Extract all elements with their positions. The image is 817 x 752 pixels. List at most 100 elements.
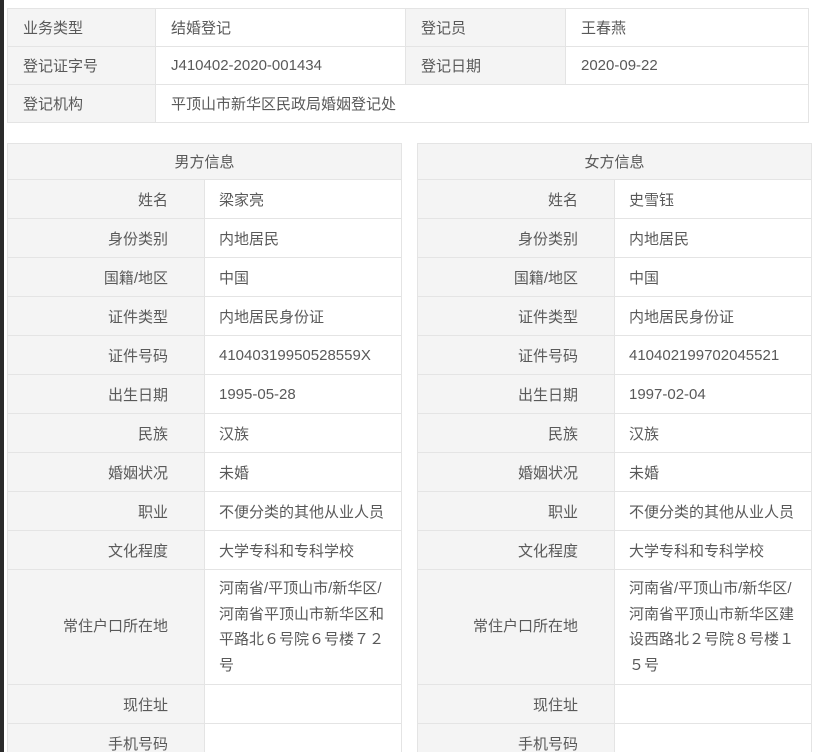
table-row: 证件类型 内地居民身份证 [417, 296, 812, 336]
birth-date-value: 1995-05-28 [204, 374, 402, 414]
table-row: 常住户口所在地 河南省/平顶山市/新华区/河南省平顶山市新华区和平路北６号院６号… [7, 569, 402, 685]
mobile-number-value [204, 723, 402, 752]
table-row: 身份类别 内地居民 [417, 218, 812, 258]
household-address-label: 常住户口所在地 [7, 569, 205, 685]
table-row: 民族 汉族 [7, 413, 402, 453]
table-row: 常住户口所在地 河南省/平顶山市/新华区/河南省平顶山市新华区建设西路北２号院８… [417, 569, 812, 685]
ethnicity-label: 民族 [417, 413, 615, 453]
occupation-label: 职业 [7, 491, 205, 531]
birth-date-value: 1997-02-04 [614, 374, 812, 414]
table-row: 出生日期 1995-05-28 [7, 374, 402, 414]
registration-date-value: 2020-09-22 [565, 46, 809, 85]
registration-office-label: 登记机构 [7, 84, 156, 123]
household-address-value: 河南省/平顶山市/新华区/河南省平顶山市新华区和平路北６号院６号楼７２号 [204, 569, 402, 685]
current-address-label: 现住址 [7, 684, 205, 724]
identity-category-label: 身份类别 [417, 218, 615, 258]
window-left-edge [0, 0, 4, 752]
table-header-row: 女方信息 [417, 143, 812, 180]
id-type-label: 证件类型 [417, 296, 615, 336]
table-row: 姓名 梁家亮 [7, 179, 402, 219]
table-row: 证件号码 41040319950528559X [7, 335, 402, 375]
table-row: 文化程度 大学专科和专科学校 [7, 530, 402, 570]
ethnicity-value: 汉族 [614, 413, 812, 453]
birth-date-label: 出生日期 [417, 374, 615, 414]
table-row: 职业 不便分类的其他从业人员 [417, 491, 812, 531]
male-info-title: 男方信息 [7, 143, 402, 180]
name-label: 姓名 [417, 179, 615, 219]
marital-status-value: 未婚 [614, 452, 812, 492]
table-row: 证件号码 410402199702045521 [417, 335, 812, 375]
table-row: 现住址 [417, 684, 812, 724]
name-label: 姓名 [7, 179, 205, 219]
marital-status-label: 婚姻状况 [417, 452, 615, 492]
table-row: 手机号码 [417, 723, 812, 752]
table-row: 身份类别 内地居民 [7, 218, 402, 258]
birth-date-label: 出生日期 [7, 374, 205, 414]
business-type-label: 业务类型 [7, 8, 156, 47]
occupation-value: 不便分类的其他从业人员 [204, 491, 402, 531]
education-label: 文化程度 [417, 530, 615, 570]
table-header-row: 男方信息 [7, 143, 402, 180]
education-label: 文化程度 [7, 530, 205, 570]
table-row: 现住址 [7, 684, 402, 724]
business-type-value: 结婚登记 [155, 8, 406, 47]
nationality-label: 国籍/地区 [7, 257, 205, 297]
nationality-label: 国籍/地区 [417, 257, 615, 297]
identity-category-value: 内地居民 [204, 218, 402, 258]
occupation-value: 不便分类的其他从业人员 [614, 491, 812, 531]
certificate-number-label: 登记证字号 [7, 46, 156, 85]
ethnicity-value: 汉族 [204, 413, 402, 453]
identity-category-value: 内地居民 [614, 218, 812, 258]
table-row: 证件类型 内地居民身份证 [7, 296, 402, 336]
table-row: 出生日期 1997-02-04 [417, 374, 812, 414]
table-row: 手机号码 [7, 723, 402, 752]
registrar-value: 王春燕 [565, 8, 809, 47]
ethnicity-label: 民族 [7, 413, 205, 453]
table-row: 登记证字号 J410402-2020-001434 登记日期 2020-09-2… [7, 46, 809, 85]
registration-date-label: 登记日期 [405, 46, 566, 85]
table-row: 职业 不便分类的其他从业人员 [7, 491, 402, 531]
registration-summary-table: 业务类型 结婚登记 登记员 王春燕 登记证字号 J410402-2020-001… [7, 8, 809, 123]
table-row: 业务类型 结婚登记 登记员 王春燕 [7, 8, 809, 47]
marital-status-label: 婚姻状况 [7, 452, 205, 492]
table-row: 婚姻状况 未婚 [417, 452, 812, 492]
name-value: 史雪钰 [614, 179, 812, 219]
table-row: 姓名 史雪钰 [417, 179, 812, 219]
table-row: 国籍/地区 中国 [7, 257, 402, 297]
current-address-label: 现住址 [417, 684, 615, 724]
male-info-table: 男方信息 姓名 梁家亮 身份类别 内地居民 国籍/地区 中国 证件类型 内地居民… [7, 143, 402, 752]
id-type-value: 内地居民身份证 [614, 296, 812, 336]
id-number-value: 410402199702045521 [614, 335, 812, 375]
household-address-label: 常住户口所在地 [417, 569, 615, 685]
nationality-value: 中国 [204, 257, 402, 297]
table-row: 民族 汉族 [417, 413, 812, 453]
current-address-value [204, 684, 402, 724]
name-value: 梁家亮 [204, 179, 402, 219]
table-row: 文化程度 大学专科和专科学校 [417, 530, 812, 570]
registrar-label: 登记员 [405, 8, 566, 47]
id-number-label: 证件号码 [7, 335, 205, 375]
table-row: 婚姻状况 未婚 [7, 452, 402, 492]
id-type-label: 证件类型 [7, 296, 205, 336]
occupation-label: 职业 [417, 491, 615, 531]
marital-status-value: 未婚 [204, 452, 402, 492]
household-address-value: 河南省/平顶山市/新华区/河南省平顶山市新华区建设西路北２号院８号楼１５号 [614, 569, 812, 685]
id-type-value: 内地居民身份证 [204, 296, 402, 336]
identity-category-label: 身份类别 [7, 218, 205, 258]
education-value: 大学专科和专科学校 [204, 530, 402, 570]
nationality-value: 中国 [614, 257, 812, 297]
female-info-table: 女方信息 姓名 史雪钰 身份类别 内地居民 国籍/地区 中国 证件类型 内地居民… [417, 143, 812, 752]
table-row: 国籍/地区 中国 [417, 257, 812, 297]
table-row: 登记机构 平顶山市新华区民政局婚姻登记处 [7, 84, 809, 123]
current-address-value [614, 684, 812, 724]
education-value: 大学专科和专科学校 [614, 530, 812, 570]
id-number-value: 41040319950528559X [204, 335, 402, 375]
mobile-number-value [614, 723, 812, 752]
registration-office-value: 平顶山市新华区民政局婚姻登记处 [155, 84, 809, 123]
female-info-title: 女方信息 [417, 143, 812, 180]
id-number-label: 证件号码 [417, 335, 615, 375]
mobile-number-label: 手机号码 [417, 723, 615, 752]
mobile-number-label: 手机号码 [7, 723, 205, 752]
certificate-number-value: J410402-2020-001434 [155, 46, 406, 85]
